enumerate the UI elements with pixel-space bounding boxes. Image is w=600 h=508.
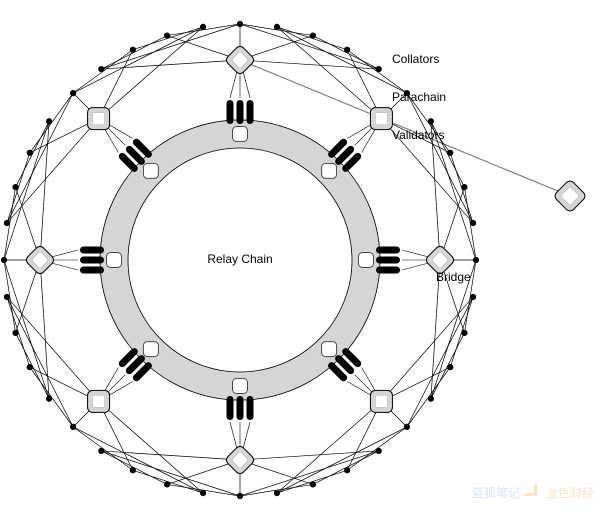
collator-spoke (381, 297, 473, 402)
collator-cross (277, 427, 407, 493)
watermark-accent: 蓝狐笔记 (472, 484, 520, 501)
collator-dot (344, 47, 350, 53)
collator-chord (73, 427, 133, 470)
collator-spoke (99, 27, 204, 119)
collator-spoke (40, 260, 49, 399)
collator-dot (70, 90, 76, 96)
collator-dot (200, 490, 206, 496)
collator-chord (7, 153, 30, 223)
collator-dot (237, 21, 243, 27)
validator-bar (237, 396, 244, 420)
ring-slot (143, 342, 158, 357)
collator-dot (473, 257, 479, 263)
ring-slot (233, 379, 248, 394)
collator-dot (70, 424, 76, 430)
watermark-text: 金色财经 (546, 484, 594, 501)
collator-chord (133, 470, 203, 493)
collator-chord (16, 333, 50, 399)
collator-cross (73, 427, 203, 493)
collator-cross (407, 297, 473, 427)
collator-chord (30, 93, 73, 153)
collator-cross (431, 121, 476, 260)
ring-slot (359, 253, 374, 268)
ring-slot (107, 253, 122, 268)
validator-bar (376, 247, 400, 254)
collator-spoke (7, 119, 99, 224)
collator-dot (237, 493, 243, 499)
collator-cross (4, 260, 49, 399)
collator-dot (27, 150, 33, 156)
validator-bar (80, 257, 104, 264)
parachain-node-inner (375, 395, 387, 407)
validator-bar (247, 100, 254, 124)
collator-spoke (40, 121, 49, 260)
collator-chord (277, 27, 347, 50)
collator-chord (133, 27, 203, 50)
collator-dot (310, 481, 316, 487)
collator-cross (407, 93, 473, 223)
collator-dot (470, 294, 476, 300)
collator-chord (450, 297, 473, 367)
collator-dot (461, 184, 467, 190)
watermark-logo-icon (523, 482, 543, 502)
collator-spoke (7, 297, 99, 402)
collator-cross (73, 27, 203, 93)
label-collators: Collators (392, 52, 439, 66)
validator-bar (80, 267, 104, 274)
collator-spoke (101, 60, 240, 69)
collator-cross (101, 24, 240, 69)
watermark: 蓝狐笔记 金色财经 (472, 482, 594, 502)
collator-dot (130, 47, 136, 53)
validator-bar (376, 257, 400, 264)
collator-spoke (277, 401, 382, 493)
collator-dot (376, 448, 382, 454)
ring-slot (143, 163, 158, 178)
collator-chord (407, 367, 450, 427)
center-label: Relay Chain (207, 252, 272, 266)
collator-cross (7, 93, 73, 223)
polkadot-architecture-diagram: Relay Chain (0, 0, 600, 508)
collator-dot (404, 424, 410, 430)
collator-cross (240, 451, 379, 496)
ring-slot (233, 127, 248, 142)
label-validators: Validators (392, 128, 444, 142)
collator-dot (130, 467, 136, 473)
collator-dot (470, 220, 476, 226)
collator-dot (274, 490, 280, 496)
ring-slot (322, 342, 337, 357)
collator-chord (73, 50, 133, 93)
collator-spoke (99, 401, 204, 493)
collator-cross (4, 121, 49, 260)
collator-cross (240, 24, 379, 69)
validator-bar (376, 267, 400, 274)
collator-cross (7, 297, 73, 427)
parachain-node-inner (375, 112, 387, 124)
ring-slot (322, 163, 337, 178)
collator-cross (101, 451, 240, 496)
collator-chord (313, 451, 379, 485)
collator-dot (428, 118, 434, 124)
collator-dot (46, 396, 52, 402)
collator-dot (274, 24, 280, 30)
label-bridge: Bridge (436, 270, 471, 284)
collator-spoke (240, 451, 379, 460)
label-parachain: Parachain (392, 90, 446, 104)
collator-dot (200, 24, 206, 30)
validator-bar (247, 396, 254, 420)
collator-spoke (240, 60, 379, 69)
validator-bar (237, 100, 244, 124)
collator-spoke (101, 451, 240, 460)
collator-dot (1, 257, 7, 263)
collator-dot (4, 294, 10, 300)
validator-bar (227, 100, 234, 124)
validator-bar (227, 396, 234, 420)
collator-spoke (277, 27, 382, 119)
collator-dot (447, 364, 453, 370)
parachain-node-inner (92, 395, 104, 407)
collator-dot (12, 330, 18, 336)
validator-bar (80, 247, 104, 254)
collator-dot (4, 220, 10, 226)
parachain-node-inner (92, 112, 104, 124)
